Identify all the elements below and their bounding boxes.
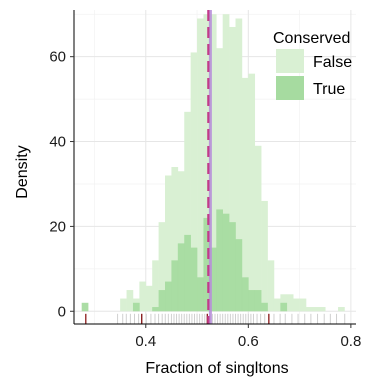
y-tick-label: 60: [49, 49, 66, 66]
bar-false: [203, 14, 211, 312]
bar-false: [306, 307, 313, 312]
bar-true: [254, 290, 262, 312]
legend-key-true: [276, 76, 304, 100]
y-tick-label: 20: [49, 218, 66, 235]
bar-true: [241, 277, 249, 312]
bar-false: [222, 14, 230, 312]
y-axis-title: Density: [14, 145, 31, 198]
bar-false: [184, 111, 191, 312]
bar-false: [126, 290, 134, 312]
bar-false: [235, 18, 243, 312]
bar-false: [293, 298, 300, 312]
bar-false: [229, 26, 236, 312]
bar-false: [197, 18, 204, 312]
bar-false: [338, 307, 345, 312]
bar-false: [216, 48, 223, 312]
bar-true: [158, 290, 166, 312]
bar-true: [81, 302, 89, 312]
bar-false: [165, 175, 172, 312]
bar-false: [312, 307, 320, 312]
bar-false: [261, 200, 268, 312]
x-tick-label: 0.6: [238, 333, 259, 350]
bar-false: [171, 167, 179, 312]
bar-false: [152, 260, 159, 312]
bar-false: [318, 307, 326, 312]
bar-false: [248, 73, 256, 312]
legend-title: Conserved: [273, 30, 350, 47]
bar-true: [197, 277, 204, 312]
bar-false: [158, 222, 166, 312]
bar-true: [248, 290, 256, 312]
bar-true: [222, 213, 230, 312]
legend-key-false: [276, 49, 304, 73]
bar-true: [216, 209, 223, 312]
bar-false: [299, 298, 307, 312]
y-tick-label: 40: [49, 134, 66, 151]
tick-labels: 0.4 0.6 0.8 0 20 40 60: [49, 49, 361, 350]
bar-true: [165, 281, 172, 312]
bar-true: [184, 234, 191, 312]
bars-true-series: [81, 209, 288, 312]
bar-false: [273, 298, 281, 312]
bar-true: [235, 239, 243, 312]
bar-true: [203, 217, 211, 312]
y-tick-label: 0: [58, 303, 66, 320]
x-axis-title: Fraction of singltons: [145, 360, 288, 377]
x-tick-label: 0.8: [340, 333, 361, 350]
bar-false: [267, 260, 275, 312]
bar-false: [286, 294, 294, 312]
bar-false: [241, 77, 249, 312]
legend: Conserved False True: [273, 30, 352, 100]
bar-false: [177, 171, 185, 312]
bar-true: [152, 307, 159, 312]
bar-false: [209, 14, 217, 312]
bar-true: [209, 247, 217, 312]
bars-false-series: [120, 14, 345, 312]
bar-true: [132, 302, 140, 312]
bar-false: [190, 52, 198, 312]
bar-false: [120, 298, 127, 312]
bar-true: [229, 222, 236, 312]
reference-lines: [207, 10, 212, 324]
rug-marks: [85, 313, 346, 324]
legend-label-false: False: [313, 54, 352, 71]
bar-false: [145, 285, 153, 312]
axes: [73, 10, 356, 325]
bar-true: [261, 302, 268, 312]
legend-label-true: True: [313, 81, 345, 98]
x-tick-label: 0.4: [135, 333, 156, 350]
bar-false: [139, 281, 147, 312]
bar-true: [171, 260, 179, 312]
bar-true: [280, 302, 288, 312]
bar-false: [254, 145, 262, 312]
bar-true: [190, 247, 198, 312]
bar-true: [177, 243, 185, 312]
